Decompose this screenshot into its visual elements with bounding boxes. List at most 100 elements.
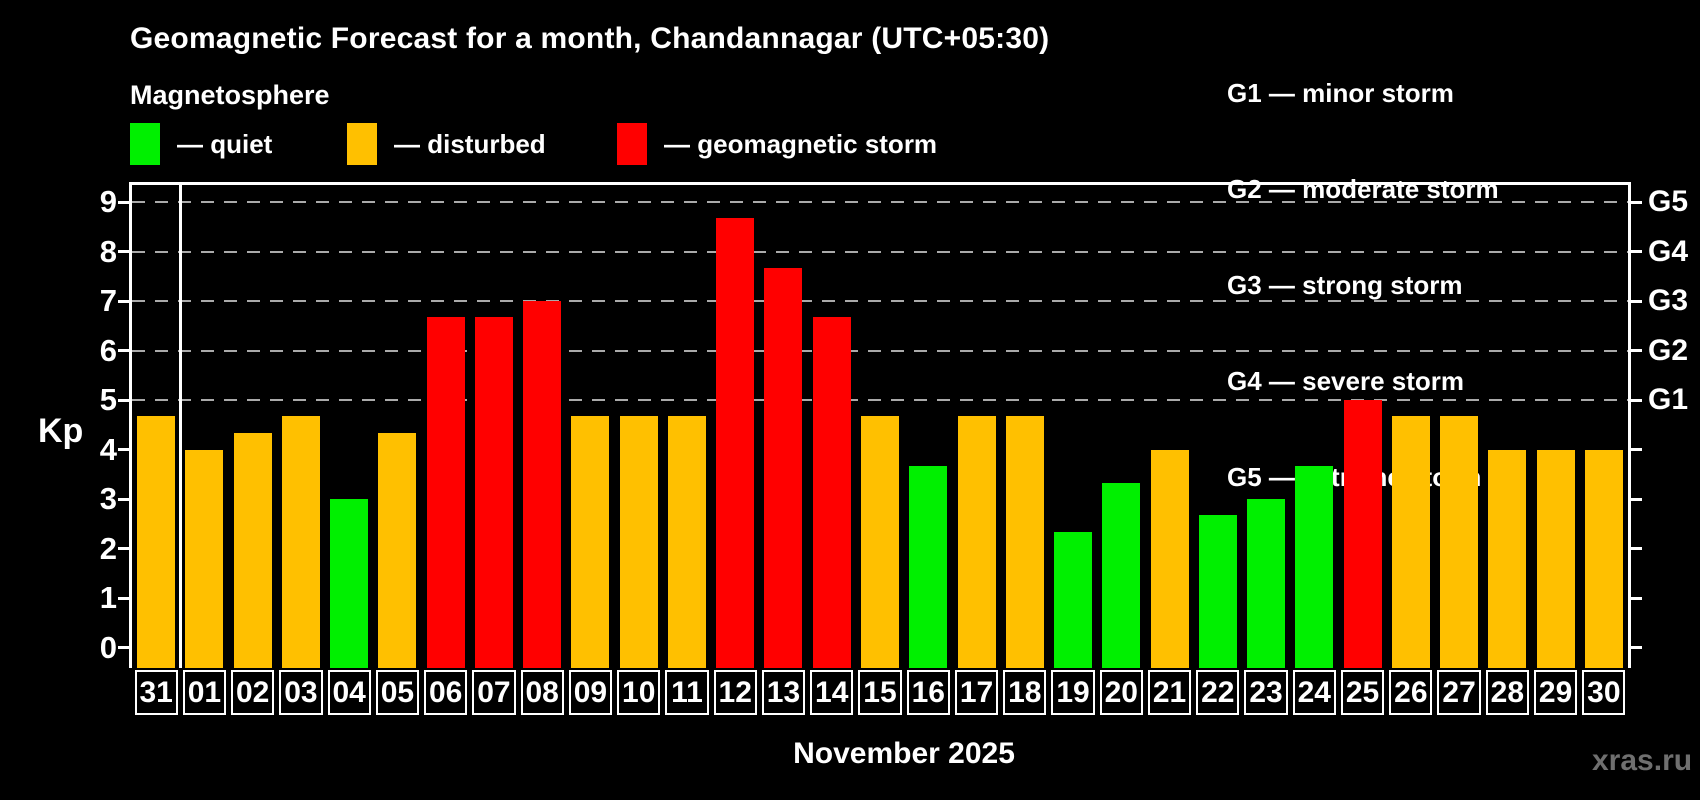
bar-day-29 [1536, 449, 1575, 668]
y-tick-right-9 [1631, 200, 1642, 204]
y-tick-left-2 [118, 547, 129, 550]
day-label-10: 10 [617, 670, 661, 715]
gridline-g2 [132, 349, 1628, 352]
y-tick-label-2: 2 [99, 530, 117, 566]
y-tick-right-4 [1631, 448, 1642, 451]
y-tick-left-4 [118, 448, 129, 451]
disturbed-color-swatch [347, 123, 377, 165]
day-label-17: 17 [954, 670, 999, 715]
y-tick-label-4: 4 [99, 431, 117, 467]
day-label-25: 25 [1340, 670, 1385, 715]
y-tick-label-5: 5 [99, 382, 117, 417]
y-tick-label-0: 0 [99, 629, 117, 665]
y-tick-right-5 [1631, 398, 1642, 402]
y-tick-left-0 [118, 646, 129, 649]
g-tick-label-g4: G4 [1648, 234, 1689, 268]
g-legend-line-g3: G3 — strong storm [1227, 270, 1463, 300]
g-legend-line-g1: G1 — minor storm [1227, 78, 1454, 108]
bar-day-11 [667, 416, 706, 668]
legend-item-disturbed: — disturbed [347, 122, 546, 166]
day-label-23: 23 [1244, 670, 1288, 715]
bar-day-16 [909, 465, 948, 668]
y-tick-left-1 [118, 596, 129, 600]
day-label-28: 28 [1485, 670, 1529, 715]
day-label-03: 03 [279, 670, 323, 715]
bar-day-23 [1247, 499, 1286, 668]
chart-title: Geomagnetic Forecast for a month, Chanda… [130, 22, 1050, 55]
g-tick-label-g1: G1 [1648, 383, 1689, 416]
bar-day-04 [330, 499, 369, 668]
month-label: November 2025 [793, 737, 1015, 770]
plot-top-border [129, 182, 1631, 185]
day-label-26: 26 [1389, 670, 1433, 715]
y-tick-left-9 [118, 200, 129, 204]
y-tick-right-3 [1631, 497, 1642, 501]
day-label-11: 11 [665, 670, 709, 715]
bar-day-07 [474, 317, 513, 668]
bar-day-31 [137, 416, 176, 668]
bar-day-01 [185, 449, 224, 668]
day-label-12: 12 [713, 670, 757, 715]
day-label-21: 21 [1147, 670, 1192, 715]
g-scale-legend: G1 — minor storm G2 — moderate storm G3 … [1227, 13, 1499, 557]
y-tick-label-7: 7 [99, 283, 117, 318]
day-label-02: 02 [231, 670, 275, 715]
bar-day-13 [764, 267, 803, 668]
y-tick-label-9: 9 [99, 184, 117, 219]
legend-label-quiet: — quiet [177, 128, 273, 159]
y-tick-right-2 [1631, 547, 1642, 550]
day-label-29: 29 [1533, 670, 1578, 715]
storm-color-swatch [617, 123, 647, 165]
chart-subtitle: Magnetosphere [130, 80, 330, 110]
day-label-08: 08 [520, 670, 564, 715]
day-label-07: 07 [472, 670, 516, 715]
day-label-16: 16 [906, 670, 950, 715]
y-tick-left-8 [118, 250, 129, 253]
y-tick-label-6: 6 [99, 332, 117, 368]
bar-day-24 [1295, 465, 1334, 668]
bar-day-10 [619, 416, 658, 668]
bar-day-06 [426, 317, 465, 668]
gridline-g3 [132, 300, 1628, 302]
bar-day-03 [281, 416, 320, 668]
y-tick-right-7 [1631, 299, 1642, 303]
bar-day-21 [1150, 449, 1189, 668]
g-tick-label-g3: G3 [1648, 284, 1689, 317]
bar-day-09 [571, 416, 610, 668]
g-tick-label-g5: G5 [1648, 185, 1689, 218]
day-label-14: 14 [810, 670, 854, 715]
bar-day-17 [957, 416, 996, 668]
day-label-27: 27 [1437, 670, 1481, 715]
day-label-04: 04 [327, 670, 371, 715]
y-tick-left-5 [118, 398, 129, 402]
day-label-06: 06 [424, 670, 468, 715]
bar-day-08 [523, 301, 562, 668]
bar-day-02 [233, 433, 272, 668]
y-tick-right-6 [1631, 349, 1642, 352]
y-tick-left-3 [118, 497, 129, 501]
month-separator-line [178, 185, 182, 668]
legend-label-disturbed: — disturbed [394, 128, 546, 159]
quiet-color-swatch [130, 123, 160, 165]
y-axis-line-left [129, 182, 132, 668]
day-label-13: 13 [761, 670, 806, 715]
bar-day-19 [1054, 532, 1093, 668]
bar-day-26 [1391, 416, 1430, 668]
bar-day-22 [1198, 515, 1237, 668]
bar-day-05 [378, 433, 417, 668]
bar-day-30 [1584, 449, 1623, 668]
bar-day-25 [1343, 400, 1382, 668]
bar-day-20 [1102, 482, 1141, 668]
y-tick-left-6 [118, 349, 129, 352]
y-tick-right-0 [1631, 646, 1642, 649]
day-label-30: 30 [1582, 670, 1626, 715]
y-tick-left-7 [118, 299, 129, 303]
g-legend-line-g4: G4 — severe storm [1227, 366, 1465, 396]
bar-day-14 [812, 317, 851, 668]
legend-label-storm: — geomagnetic storm [664, 128, 938, 159]
legend-item-storm: — geomagnetic storm [617, 122, 937, 166]
day-label-20: 20 [1099, 670, 1143, 715]
bar-day-28 [1488, 449, 1527, 668]
g-tick-label-g2: G2 [1648, 333, 1689, 367]
